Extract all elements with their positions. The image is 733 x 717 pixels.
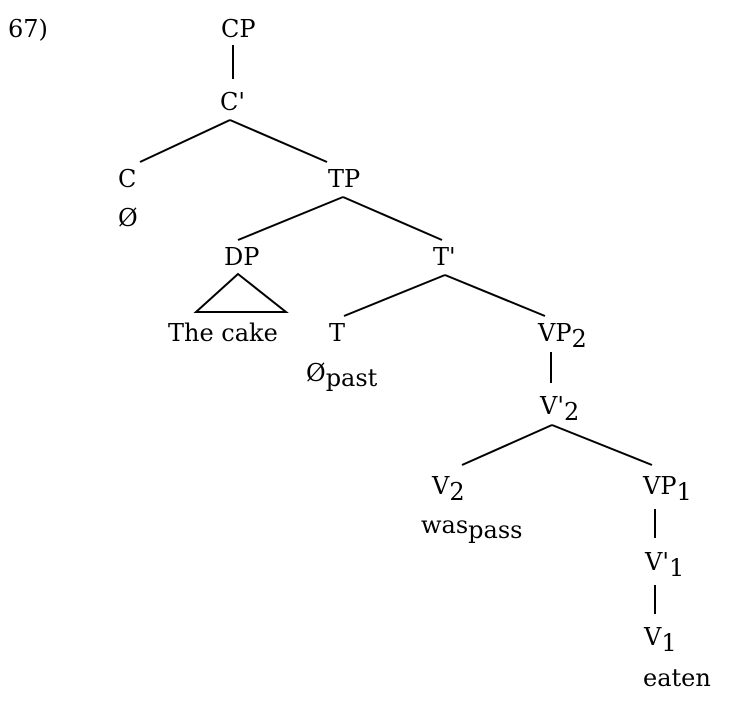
node-v1-bar: V'1 (644, 548, 684, 582)
example-number: 67) (8, 15, 48, 43)
branch-tbar-t (343, 274, 446, 317)
node-v2-bar: V'2 (539, 392, 579, 426)
node-vp1: VP1 (642, 472, 692, 506)
node-vp2: VP2 (537, 319, 587, 353)
branch-tp-dp (237, 196, 344, 241)
node-c: C (118, 165, 136, 193)
node-v2: V2 (431, 472, 465, 506)
branch-v2bar-vp1 (551, 424, 653, 466)
node-tp: TP (328, 165, 360, 193)
node-c-bar: C' (220, 88, 245, 116)
c-null-head: Ø (118, 204, 138, 232)
node-v1: V1 (643, 623, 677, 657)
dp-phrase: The cake (168, 319, 278, 347)
branch-tbar-vp2 (444, 274, 546, 317)
branch-cbar-c (139, 119, 231, 163)
branch-tp-tbar (342, 196, 443, 241)
node-t-bar: T' (433, 243, 456, 271)
node-cp: CP (221, 15, 256, 43)
branch-cbar-tp (229, 119, 328, 163)
node-dp: DP (224, 243, 259, 271)
node-t: T (329, 319, 345, 347)
v1-word-eaten: eaten (643, 664, 711, 692)
branch-v2bar-v2 (461, 424, 553, 466)
t-null-head: Øpast (306, 359, 378, 392)
dp-triangle (193, 272, 289, 313)
v2-word-was: waspass (421, 511, 522, 544)
